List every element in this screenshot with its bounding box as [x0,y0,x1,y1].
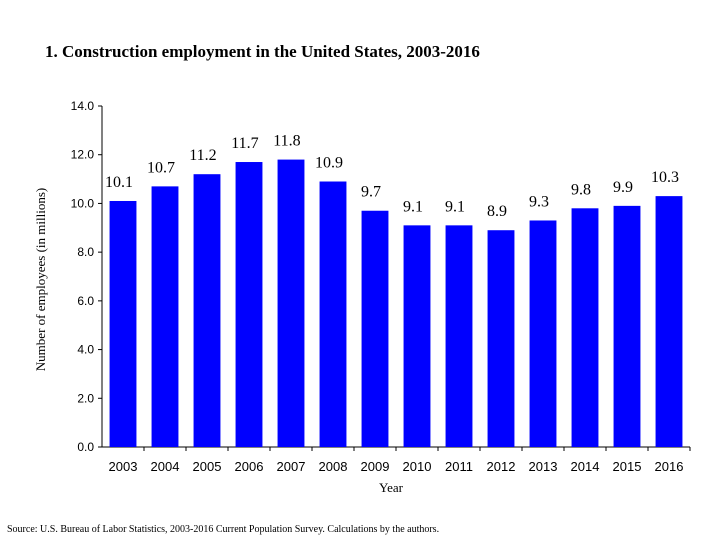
x-tick-label: 2011 [445,459,473,474]
data-label: 11.7 [231,135,258,152]
x-tick-label: 2007 [277,459,306,474]
bar [151,186,179,447]
data-label: 9.3 [529,193,549,210]
x-tick-label: 2010 [403,459,432,474]
bar [361,210,389,447]
bar [655,196,683,447]
y-tick-label: 4.0 [77,343,94,357]
data-label: 9.8 [571,181,591,198]
x-tick-label: 2015 [613,459,642,474]
chart-title: 1. Construction employment in the United… [45,42,480,61]
bar [319,181,347,447]
x-tick-label: 2003 [109,459,138,474]
y-tick-label: 14.0 [71,99,95,113]
x-tick-label: 2009 [361,459,390,474]
x-tick-label: 2014 [571,459,600,474]
bar [193,174,221,447]
source-note: Source: U.S. Bureau of Labor Statistics,… [7,524,440,535]
data-label: 10.3 [651,169,679,186]
data-label: 10.7 [147,159,175,176]
bar [613,205,641,447]
data-label: 9.9 [613,179,633,196]
y-tick-label: 0.0 [77,440,94,454]
data-label: 10.9 [315,155,343,172]
bar [487,230,515,447]
bar [529,220,557,447]
x-tick-label: 2008 [319,459,348,474]
data-label: 9.1 [445,198,465,215]
y-axis-title: Number of employees (in millions) [33,188,48,371]
y-tick-label: 12.0 [71,148,95,162]
data-label: 9.1 [403,198,423,215]
x-tick-label: 2016 [655,459,684,474]
data-label: 8.9 [487,203,507,220]
data-label: 11.8 [273,133,300,150]
bar [445,225,473,447]
bar [403,225,431,447]
bar [235,162,263,447]
bar [277,159,305,448]
x-axis-title: Year [379,480,404,495]
data-label: 9.7 [361,184,381,201]
data-label: 10.1 [105,174,133,191]
x-tick-label: 2004 [151,459,180,474]
bar [571,208,599,447]
y-tick-label: 2.0 [77,391,94,405]
y-tick-label: 8.0 [77,245,94,259]
x-tick-label: 2013 [529,459,558,474]
data-label: 11.2 [189,147,216,164]
y-tick-label: 6.0 [77,294,94,308]
x-tick-label: 2006 [235,459,264,474]
x-tick-label: 2005 [193,459,222,474]
bar [109,200,137,447]
y-tick-label: 10.0 [71,196,95,210]
x-tick-label: 2012 [487,459,516,474]
